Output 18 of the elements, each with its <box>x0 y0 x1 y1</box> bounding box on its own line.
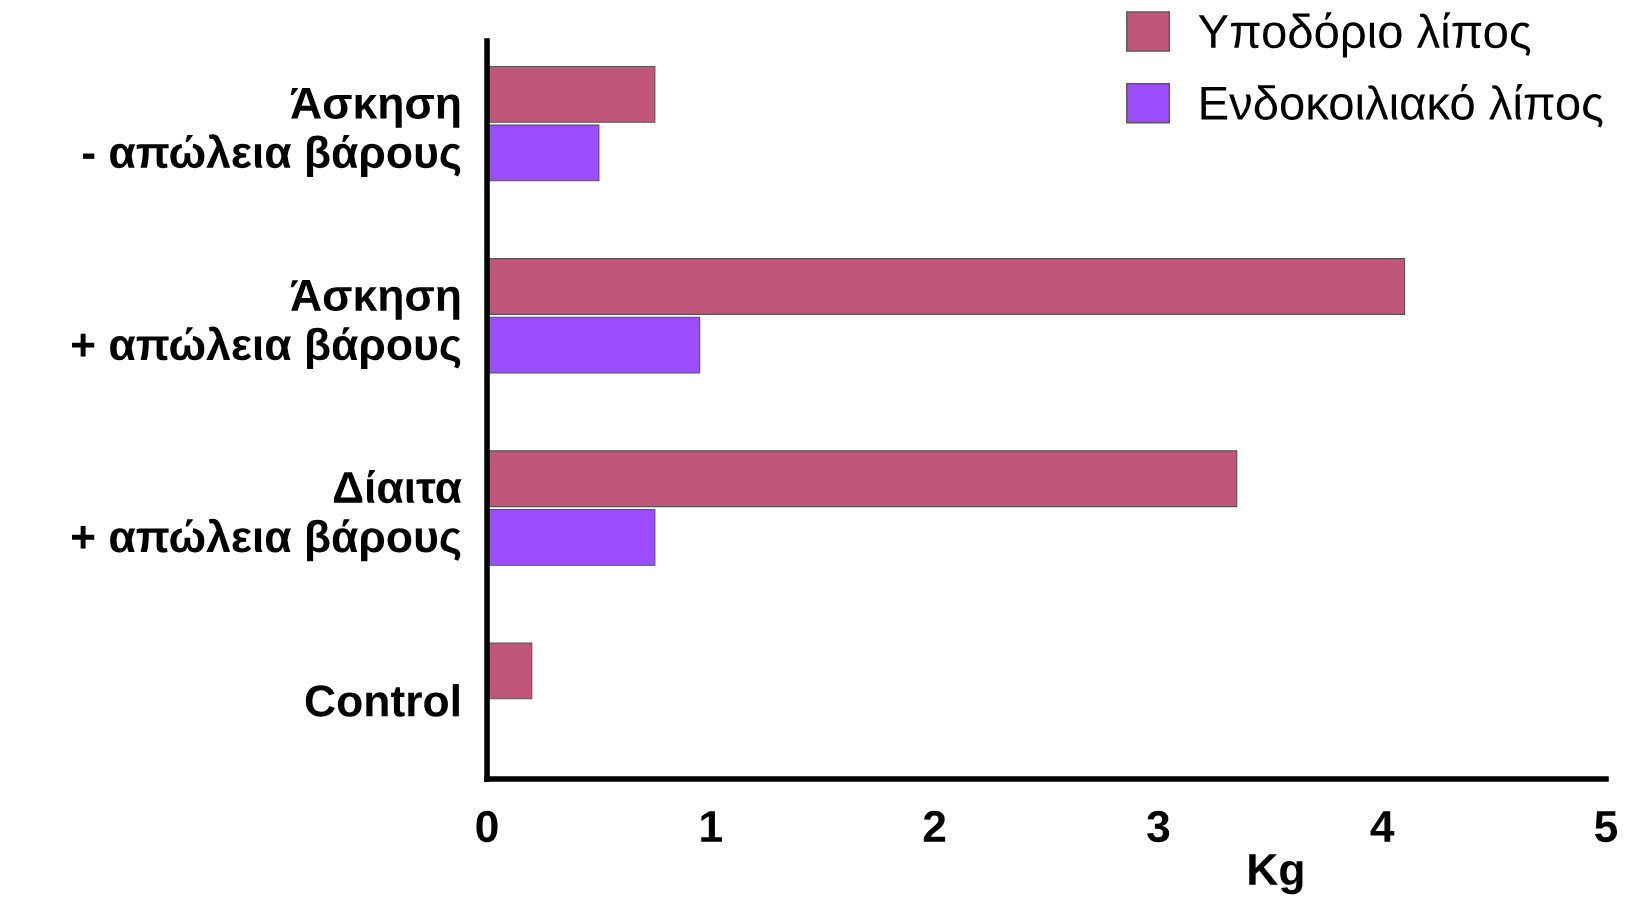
x-axis-title: Kg <box>1249 854 1303 895</box>
bar <box>487 508 656 566</box>
x-tick-label: 3 <box>1147 810 1170 843</box>
x-tick-label: 4 <box>1370 811 1395 842</box>
y-tick-label: Δίαιτα + απώλεια βάρους <box>72 470 462 562</box>
bar <box>487 258 1406 315</box>
y-tick-label: Άσκηση - απώλεια βάρους <box>83 87 461 177</box>
bar <box>487 316 701 374</box>
x-tick-label: 0 <box>476 810 498 843</box>
x-tick-label: 2 <box>923 810 946 842</box>
legend-label: Υποδόριο λίπος <box>1198 12 1531 58</box>
x-tick-label: 1 <box>701 811 722 842</box>
bar <box>487 450 1238 508</box>
x-tick-label: 5 <box>1595 811 1618 843</box>
bar <box>487 642 533 700</box>
y-tick-label: Control <box>305 684 459 717</box>
y-tick-label: Άσκηση + απώλεια βάρους <box>72 280 461 370</box>
legend-label: Ενδοκοιλιακό λίπος <box>1201 83 1603 128</box>
